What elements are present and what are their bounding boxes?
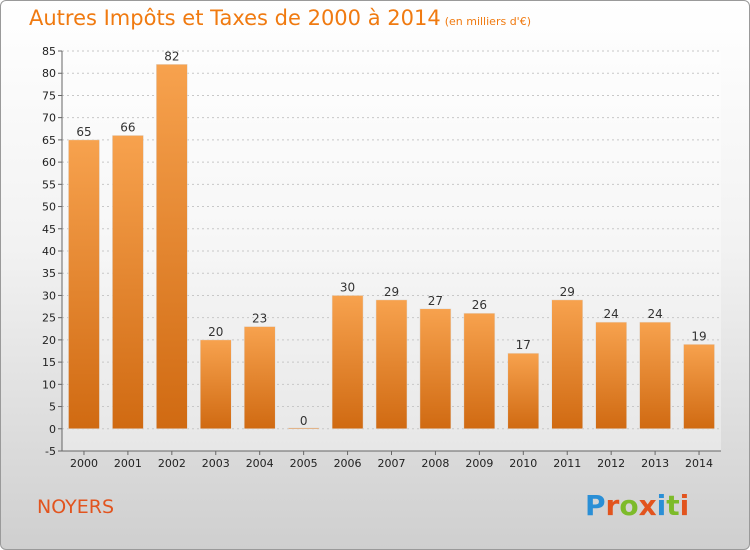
logo-letter: o [619, 489, 639, 522]
value-label-2003: 20 [208, 325, 223, 339]
x-tick-label-2013: 2013 [641, 457, 669, 470]
bar-2003 [200, 339, 232, 430]
value-label-2013: 24 [647, 307, 662, 321]
value-label-2009: 26 [472, 298, 487, 312]
value-label-2001: 66 [120, 120, 135, 134]
logo-letter: r [605, 489, 620, 522]
bar-2008 [419, 308, 452, 430]
bar-2006 [331, 295, 364, 430]
bar-2011 [551, 299, 583, 430]
y-tick-label: 40 [42, 245, 56, 258]
y-tick-label: 80 [42, 67, 56, 80]
x-tick-label-2000: 2000 [70, 457, 98, 470]
logo-letter: x [638, 489, 657, 522]
x-tick-label-2008: 2008 [421, 457, 449, 470]
value-label-2005: 0 [300, 414, 308, 428]
x-tick-label-2012: 2012 [597, 457, 625, 470]
x-tick-label-2005: 2005 [290, 457, 318, 470]
x-tick-label-2004: 2004 [246, 457, 274, 470]
value-label-2011: 29 [560, 285, 575, 299]
x-tick-label-2010: 2010 [509, 457, 537, 470]
logo-letter: i [679, 489, 690, 522]
commune-name: NOYERS [37, 496, 115, 518]
bar-2005 [287, 427, 320, 430]
y-tick-label: -5 [45, 445, 56, 458]
y-tick-label: 55 [42, 178, 56, 191]
y-tick-label: 10 [42, 378, 56, 391]
x-tick-label-2006: 2006 [334, 457, 362, 470]
y-tick-label: 60 [42, 156, 56, 169]
bar-2007 [375, 299, 408, 430]
y-tick-label: 15 [42, 356, 56, 369]
bar-2012 [595, 321, 627, 430]
y-tick-label: 70 [42, 112, 56, 125]
value-label-2012: 24 [604, 307, 619, 321]
x-tick-label-2011: 2011 [553, 457, 581, 470]
value-label-2010: 17 [516, 338, 531, 352]
x-tick-label-2003: 2003 [202, 457, 230, 470]
x-tick-label-2014: 2014 [685, 457, 713, 470]
y-tick-label: 50 [42, 201, 56, 214]
y-tick-label: 20 [42, 334, 56, 347]
x-tick-label-2002: 2002 [158, 457, 186, 470]
value-label-2007: 29 [384, 285, 399, 299]
x-tick-label-2009: 2009 [465, 457, 493, 470]
y-tick-label: 25 [42, 312, 56, 325]
y-tick-label: 85 [42, 45, 56, 58]
chart-unit: (en milliers d'€) [444, 15, 531, 28]
logo-letter: i [656, 489, 667, 522]
value-label-2014: 19 [691, 329, 706, 343]
value-label-2000: 65 [76, 125, 91, 139]
chart-title-text: Autres Impôts et Taxes de 2000 à 2014 [29, 6, 441, 30]
y-tick-label: 5 [49, 401, 56, 414]
y-tick-label: 30 [42, 289, 56, 302]
logo-letter: t [666, 489, 680, 522]
bar-2009 [463, 312, 496, 430]
y-tick-label: 75 [42, 89, 56, 102]
value-label-2002: 82 [164, 49, 179, 63]
x-tick-label-2001: 2001 [114, 457, 142, 470]
bar-2014 [683, 344, 715, 430]
value-label-2008: 27 [428, 294, 443, 308]
bar-2010 [507, 352, 540, 430]
bar-2004 [243, 326, 276, 430]
value-label-2006: 30 [340, 280, 355, 294]
bar-2013 [639, 321, 671, 430]
chart-title: Autres Impôts et Taxes de 2000 à 2014 (en… [29, 6, 531, 30]
proxiti-logo: Proxiti [585, 489, 689, 522]
logo-letter: P [585, 489, 606, 522]
bar-2001 [112, 135, 144, 430]
bar-2002 [156, 64, 188, 430]
x-tick-label-2007: 2007 [378, 457, 406, 470]
y-tick-label: 35 [42, 267, 56, 280]
y-tick-label: 65 [42, 134, 56, 147]
value-label-2004: 23 [252, 312, 267, 326]
y-tick-label: 0 [49, 423, 56, 436]
y-tick-label: 45 [42, 223, 56, 236]
bar-2000 [68, 139, 100, 430]
